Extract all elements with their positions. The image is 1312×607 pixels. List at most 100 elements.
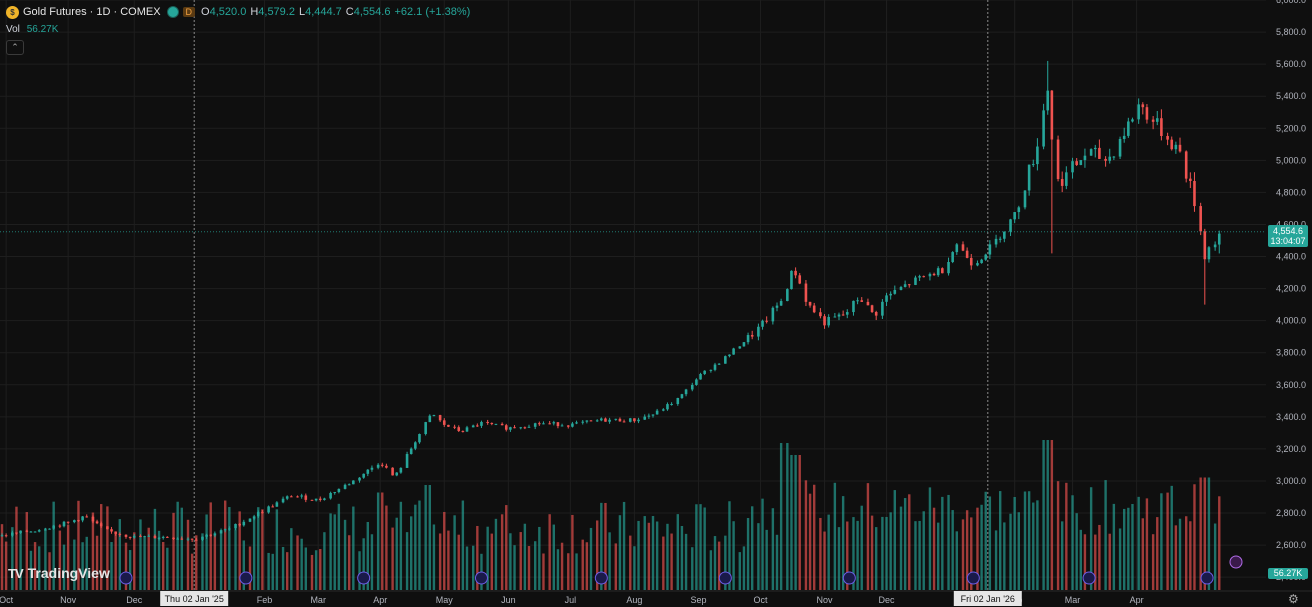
candle-body	[143, 536, 146, 538]
volume-bar	[589, 527, 593, 590]
candle-body	[304, 495, 308, 500]
volume-bar	[1145, 498, 1149, 590]
volume-bar	[438, 533, 442, 590]
candle-body	[595, 420, 599, 422]
volume-bar	[856, 520, 859, 590]
candle-body	[110, 529, 113, 532]
volume-bar	[761, 498, 764, 590]
candle-body	[15, 532, 18, 534]
candle-body	[523, 427, 527, 429]
volume-bar	[742, 546, 746, 590]
volume-bar	[62, 544, 66, 590]
volume-bar	[790, 455, 793, 590]
candle-body	[1170, 139, 1174, 150]
candle-body	[124, 534, 128, 537]
volume-bar	[786, 443, 789, 590]
candle-body	[670, 404, 673, 406]
volume-bar	[746, 518, 750, 590]
volume-bar	[118, 519, 121, 590]
low-label: L	[298, 6, 306, 18]
volume-bar	[670, 533, 673, 590]
volume-bar	[1027, 491, 1031, 590]
volume-bar	[618, 515, 622, 590]
candle-body	[213, 533, 217, 536]
candle-body	[424, 422, 427, 435]
candle-body	[994, 238, 998, 245]
candle-body	[300, 495, 303, 497]
volume-bar	[976, 507, 979, 590]
volume-bar	[153, 508, 157, 590]
candle-body	[500, 423, 504, 426]
volume-bar	[1160, 493, 1163, 590]
candle-body	[757, 326, 760, 337]
market-status-icon[interactable]	[166, 6, 179, 18]
bar-countdown: 13:04:07	[1270, 235, 1306, 246]
volume-bar	[932, 507, 936, 590]
volume-bar	[666, 523, 669, 590]
candle-body	[285, 496, 289, 499]
candle-body	[885, 295, 888, 302]
volume-bar	[494, 518, 498, 590]
volume-bar	[596, 520, 599, 590]
volume-label[interactable]: Vol	[6, 24, 20, 35]
candle-body	[343, 484, 347, 489]
candle-body	[385, 465, 388, 468]
chevron-up-icon[interactable]: ⌃	[6, 40, 24, 55]
event-marker-icon	[119, 571, 133, 585]
crosshair-date-box	[160, 591, 229, 606]
volume-bar	[180, 507, 183, 590]
candle-body	[1203, 231, 1207, 260]
candle-body	[323, 498, 326, 500]
gear-icon[interactable]: ⚙	[1288, 592, 1299, 606]
candle-body	[1189, 178, 1192, 181]
candle-body	[509, 427, 512, 430]
candle-body	[538, 423, 541, 425]
volume-bar	[775, 534, 779, 590]
volume-bar	[337, 503, 341, 590]
candle-body	[166, 536, 169, 538]
candle-body	[1017, 207, 1021, 213]
candle-body	[29, 531, 33, 533]
candle-body	[205, 534, 208, 537]
volume-bar	[567, 553, 570, 590]
volume-bar	[391, 527, 394, 590]
volume-bar	[548, 514, 551, 590]
candle-body	[819, 312, 822, 317]
y-tick-label: 3,400.0	[1276, 412, 1306, 422]
candle-body	[147, 535, 151, 537]
candle-body	[1199, 206, 1202, 232]
tradingview-logo[interactable]: TV TradingView	[8, 565, 110, 581]
candle-body	[1060, 179, 1064, 186]
candle-body	[922, 276, 926, 278]
delayed-badge[interactable]: D	[182, 7, 196, 17]
candle-body	[186, 538, 190, 540]
candle-body	[1166, 135, 1169, 140]
candle-body	[790, 270, 793, 290]
candle-body	[1137, 104, 1140, 120]
candle-body	[52, 525, 55, 529]
volume-bar	[676, 514, 679, 590]
y-tick-label: 3,000.0	[1276, 476, 1306, 486]
candle-body	[1046, 90, 1050, 111]
volume-bar	[908, 494, 911, 590]
candle-body	[44, 529, 47, 531]
candle-body	[633, 418, 636, 422]
event-marker-icon	[474, 571, 488, 585]
x-tick-label: Oct	[753, 595, 768, 605]
volume-bar	[833, 482, 837, 590]
volume-bar	[85, 536, 88, 590]
symbol-title[interactable]: Gold Futures · 1D · COMEX	[23, 6, 161, 18]
volume-bar	[651, 516, 655, 590]
last-price-value: 4,554.6	[1272, 225, 1304, 236]
crosshair-date-box	[953, 591, 1022, 606]
candle-body	[1217, 233, 1221, 245]
volume-bar	[699, 504, 702, 590]
candle-body	[1056, 139, 1060, 180]
volume-bar	[453, 515, 456, 590]
candle-body	[866, 301, 870, 306]
volume-bar	[841, 496, 845, 590]
candle-body	[275, 502, 279, 507]
volume-bar	[428, 485, 431, 590]
candle-body	[618, 418, 622, 422]
